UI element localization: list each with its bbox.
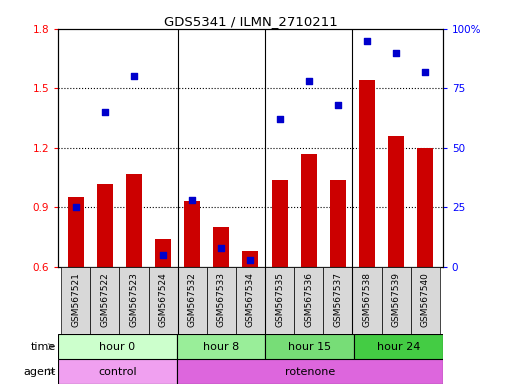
Bar (358, 80, 374, 267)
Text: GSM567523: GSM567523 (129, 272, 138, 327)
Bar (68, 197, 83, 267)
Bar (242, 251, 258, 267)
Point (130, 73, 138, 79)
Bar (184, 201, 200, 267)
Point (217, 245, 225, 251)
Text: GSM567537: GSM567537 (333, 272, 342, 327)
FancyBboxPatch shape (410, 267, 439, 334)
Bar (417, 148, 432, 267)
Point (275, 116, 283, 122)
FancyBboxPatch shape (148, 267, 177, 334)
Point (420, 69, 428, 75)
Text: GSM567521: GSM567521 (71, 272, 80, 327)
Bar (271, 180, 287, 267)
Point (391, 50, 399, 56)
Bar (265, 334, 354, 359)
Bar (213, 227, 229, 267)
Text: GSM567535: GSM567535 (275, 272, 283, 327)
FancyBboxPatch shape (293, 267, 323, 334)
Text: rotenone: rotenone (284, 366, 334, 377)
Text: GSM567533: GSM567533 (217, 272, 225, 327)
Bar (155, 239, 171, 267)
Text: hour 0: hour 0 (99, 341, 135, 352)
Text: GSM567540: GSM567540 (420, 272, 429, 327)
Point (188, 197, 196, 203)
FancyBboxPatch shape (207, 267, 235, 334)
FancyBboxPatch shape (177, 267, 207, 334)
Text: time: time (30, 341, 56, 352)
Bar (58, 359, 176, 384)
Text: control: control (98, 366, 136, 377)
FancyBboxPatch shape (323, 267, 352, 334)
Text: hour 15: hour 15 (287, 341, 331, 352)
Bar (354, 334, 442, 359)
FancyBboxPatch shape (235, 267, 265, 334)
Bar (96, 184, 113, 267)
FancyBboxPatch shape (90, 267, 119, 334)
Bar (387, 136, 403, 267)
FancyBboxPatch shape (119, 267, 148, 334)
Text: GSM567534: GSM567534 (245, 272, 255, 327)
Text: hour 24: hour 24 (376, 341, 419, 352)
Text: GSM567536: GSM567536 (304, 272, 313, 327)
Text: GSM567539: GSM567539 (391, 272, 400, 327)
Bar (176, 334, 265, 359)
Text: agent: agent (23, 366, 56, 377)
Bar (329, 180, 345, 267)
Bar (126, 174, 142, 267)
FancyBboxPatch shape (61, 267, 90, 334)
Text: hour 8: hour 8 (203, 341, 238, 352)
Bar (176, 359, 442, 384)
Point (333, 102, 341, 108)
Bar (300, 154, 316, 267)
Text: GSM567538: GSM567538 (362, 272, 371, 327)
FancyBboxPatch shape (381, 267, 410, 334)
Bar (58, 334, 176, 359)
Point (159, 252, 167, 258)
Point (100, 109, 109, 115)
Text: GSM567524: GSM567524 (158, 272, 167, 327)
Text: GSM567532: GSM567532 (187, 272, 196, 327)
Point (72, 204, 80, 210)
FancyBboxPatch shape (265, 267, 293, 334)
FancyBboxPatch shape (352, 267, 381, 334)
Title: GDS5341 / ILMN_2710211: GDS5341 / ILMN_2710211 (163, 15, 337, 28)
Text: GSM567522: GSM567522 (100, 272, 109, 327)
Point (304, 78, 312, 84)
Point (362, 38, 370, 44)
Point (246, 257, 254, 263)
